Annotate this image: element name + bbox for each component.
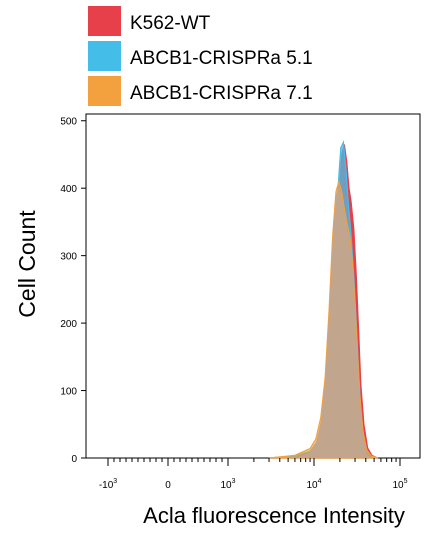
y-axis: 0 100 200 300 400 500 [60,117,86,465]
x-axis-title: Acla fluorescence Intensity [143,503,405,528]
legend-label: K562-WT [130,13,211,34]
x-axis: -103 0 103 104 105 [99,458,408,491]
y-axis-title: Cell Count [14,210,40,318]
plot-frame [85,113,421,459]
y-tick-label: 200 [60,319,77,330]
overlap-area [269,185,378,458]
x-tick-label: 103 [220,478,235,491]
x-tick-label: 0 [165,480,171,491]
y-tick-label: 0 [71,454,77,465]
legend-swatch [88,41,121,71]
x-tick-label: -103 [99,478,117,491]
legend: K562-WT ABCB1-CRISPRa 5.1 ABCB1-CRISPRa 7.… [88,6,313,106]
legend-swatch [88,6,121,36]
legend-swatch [88,76,121,106]
y-tick-label: 100 [60,387,77,398]
plot-border [85,113,421,459]
y-tick-label: 400 [60,184,77,195]
y-tick-label: 500 [60,117,77,128]
legend-label: ABCB1-CRISPRa 5.1 [130,48,313,69]
legend-label: ABCB1-CRISPRa 7.1 [130,83,313,104]
x-tick-label: 105 [392,478,407,491]
series-layer [268,140,378,459]
y-tick-label: 300 [60,252,77,263]
x-tick-label: 104 [306,478,321,491]
